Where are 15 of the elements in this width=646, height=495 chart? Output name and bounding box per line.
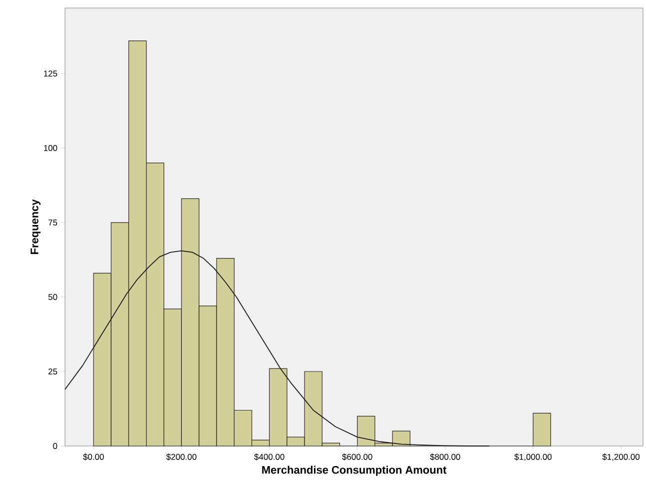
x-tick-label: $0.00 bbox=[83, 454, 104, 460]
x-axis-title: Merchandise Consumption Amount bbox=[262, 466, 446, 476]
y-tick-label: 100 bbox=[44, 145, 58, 152]
y-tick-label: 25 bbox=[48, 368, 58, 375]
x-tick-label: $200.00 bbox=[166, 454, 196, 460]
y-tick-label: 75 bbox=[48, 220, 58, 226]
x-tick-label: $1,200.00 bbox=[602, 454, 640, 461]
y-tick-label: 50 bbox=[48, 294, 58, 300]
y-tick-label: 0 bbox=[53, 443, 58, 449]
x-tick-label: $600.00 bbox=[342, 454, 372, 460]
y-tick-label: 125 bbox=[44, 70, 58, 77]
y-axis-title: Frequency bbox=[30, 199, 41, 254]
x-tick-label: $1,000.00 bbox=[514, 454, 552, 461]
x-tick-label: $400.00 bbox=[254, 454, 284, 460]
x-tick-label: $800.00 bbox=[430, 454, 460, 460]
